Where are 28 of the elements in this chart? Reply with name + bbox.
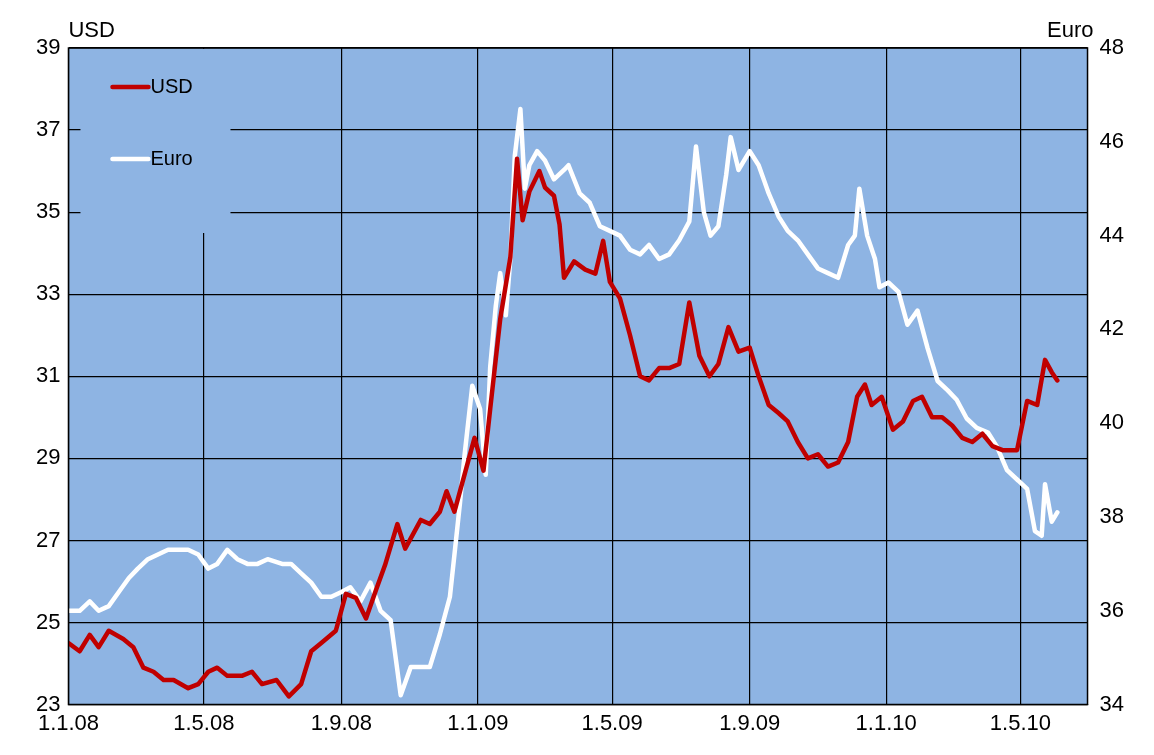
y-tick-label: 33 (35, 280, 61, 306)
x-tick-label: 1.5.09 (581, 709, 643, 735)
y2-tick-label: 40 (1099, 409, 1125, 435)
y-tick-label: 31 (35, 362, 61, 388)
y2-tick-label: 46 (1099, 127, 1125, 153)
x-tick-label: 1.9.08 (310, 709, 372, 735)
x-tick-label: 1.5.08 (173, 709, 235, 735)
x-tick-label: 1.5.10 (989, 709, 1051, 735)
y2-tick-label: 38 (1099, 503, 1125, 529)
x-tick-label: 1.9.09 (719, 709, 781, 735)
y2-axis-title: Euro (1047, 17, 1094, 43)
y2-tick-label: 44 (1099, 221, 1125, 247)
y-tick-label: 23 (35, 690, 61, 716)
y2-tick-label: 36 (1099, 596, 1125, 622)
y-tick-label: 25 (35, 608, 61, 634)
y-axis-title: USD (68, 17, 115, 43)
y2-tick-label: 48 (1099, 34, 1125, 60)
y-tick-label: 35 (35, 198, 61, 224)
y2-tick-label: 34 (1099, 690, 1125, 716)
x-tick-label: 1.1.10 (855, 709, 917, 735)
y-tick-label: 27 (35, 526, 61, 552)
y-tick-label: 29 (35, 444, 61, 470)
x-tick-label: 1.1.09 (447, 709, 509, 735)
y-tick-label: 39 (35, 34, 61, 60)
y2-tick-label: 42 (1099, 315, 1125, 341)
legend-label: Euro (150, 146, 193, 169)
y-tick-label: 37 (35, 116, 61, 142)
legend-label: USD (150, 74, 193, 97)
